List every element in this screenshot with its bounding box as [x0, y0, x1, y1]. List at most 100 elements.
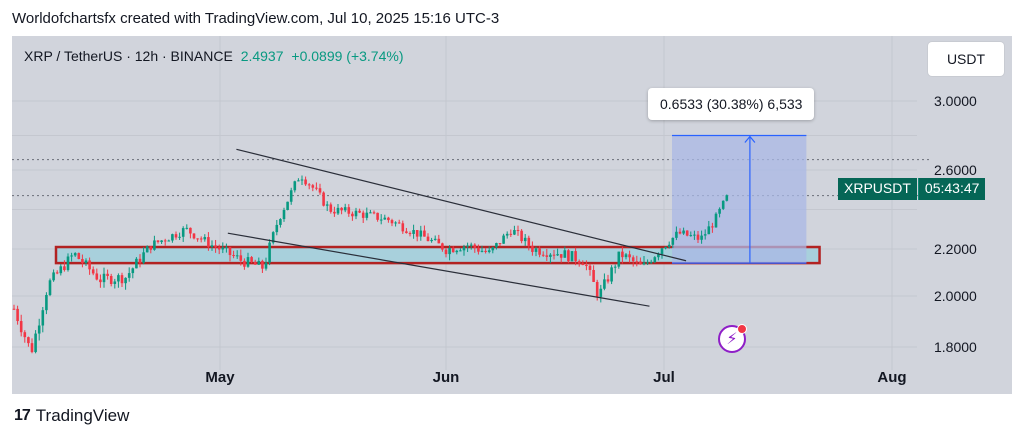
candle-up	[505, 233, 509, 236]
candle-down	[527, 237, 531, 246]
bolt-icon[interactable]: ⚡	[718, 324, 747, 353]
candle-down	[322, 192, 325, 206]
candle-up	[34, 333, 37, 353]
candle-down	[358, 210, 361, 213]
price-chart[interactable]: 3.0000 2.6000 2.2000 2.0000 1.8000 May Jun Jul A…	[12, 36, 1012, 394]
candle-up	[289, 190, 293, 202]
candle-up	[430, 239, 433, 242]
candle-down	[426, 236, 430, 242]
x-tick-label: Jul	[653, 369, 675, 386]
candle-up	[653, 257, 657, 263]
measure-box	[672, 135, 807, 264]
candle-down	[239, 255, 243, 261]
candle-down	[685, 230, 689, 236]
candle-up	[667, 244, 671, 247]
candle-up	[246, 257, 250, 267]
candle-up	[495, 243, 498, 248]
candle-down	[441, 243, 444, 250]
candle-up	[142, 252, 145, 263]
legend-change: +0.0899 (+3.74%)	[291, 48, 404, 64]
candle-up	[534, 248, 538, 252]
notification-dot-icon	[737, 324, 747, 334]
candle-down	[192, 233, 196, 239]
candle-up	[73, 253, 77, 256]
candle-down	[361, 212, 365, 218]
candle-up	[66, 256, 70, 271]
candle-up	[693, 234, 696, 236]
axis-layer: 3.0000 2.6000 2.2000 2.0000 1.8000 May Jun Jul A…	[205, 93, 977, 386]
candle-up	[160, 240, 163, 243]
candle-down	[120, 275, 124, 284]
y-tick-label: 2.6000	[934, 162, 977, 178]
candle-down	[574, 251, 577, 262]
candle-down	[405, 231, 408, 234]
candle-up	[37, 325, 41, 334]
symbol-legend: XRP / TetherUS · 12h · BINANCE 2.4937 +0…	[24, 48, 404, 64]
candle-down	[567, 250, 570, 262]
candle-up	[646, 262, 649, 264]
candle-up	[336, 207, 340, 214]
measure-label: 0.6533 (30.38%) 6,533	[648, 88, 815, 120]
candle-down	[329, 204, 333, 212]
candle-up	[491, 247, 495, 251]
candle-down	[516, 230, 520, 232]
candle-down	[207, 237, 210, 247]
candle-down	[390, 220, 394, 224]
symbol-price-tag: XRPUSDT 05:43:47	[838, 178, 986, 200]
candle-up	[383, 217, 387, 220]
candle-down	[16, 308, 19, 322]
candle-down	[55, 272, 59, 274]
candle-up	[657, 254, 660, 258]
candle-up	[599, 288, 603, 297]
tradingview-logo-icon: 17	[14, 407, 31, 424]
candle-down	[315, 187, 318, 189]
chart-area[interactable]: 3.0000 2.6000 2.2000 2.0000 1.8000 May Jun Jul A…	[12, 36, 1012, 394]
candle-down	[444, 249, 448, 255]
candle-up	[642, 262, 646, 265]
candle-up	[41, 310, 45, 326]
y-tick-label: 3.0000	[934, 93, 977, 109]
candle-down	[577, 261, 581, 264]
candle-down	[639, 261, 642, 265]
candle-up	[124, 277, 127, 284]
candle-down	[509, 233, 513, 235]
candle-down	[109, 275, 113, 284]
candle-up	[279, 219, 282, 225]
candle-up	[419, 230, 423, 237]
candle-up	[343, 207, 347, 211]
candle-up	[300, 179, 304, 181]
candle-down	[498, 243, 502, 245]
candle-up	[466, 245, 469, 247]
chart-header-title: Worldofchartsfx created with TradingView…	[12, 10, 500, 27]
x-tick-label: May	[205, 369, 235, 386]
candle-up	[131, 268, 135, 274]
candle-down	[232, 255, 235, 257]
candle-up	[721, 200, 725, 209]
candle-down	[156, 240, 160, 243]
candle-down	[473, 244, 477, 248]
candle-down	[581, 263, 585, 266]
candle-down	[347, 207, 351, 214]
candle-up	[487, 250, 491, 253]
candle-up	[502, 235, 505, 244]
candle-up	[257, 260, 261, 265]
candle-down	[678, 231, 682, 234]
candle-up	[221, 247, 225, 250]
candle-down	[311, 185, 315, 188]
candle-down	[628, 254, 631, 258]
candle-up	[210, 245, 214, 247]
y-tick-label: 1.8000	[934, 339, 977, 355]
candle-down	[408, 233, 412, 235]
y-tick-label: 2.2000	[934, 241, 977, 257]
candle-up	[297, 180, 300, 182]
candle-up	[671, 237, 675, 245]
currency-button[interactable]: USDT	[928, 42, 1004, 76]
candle-up	[102, 273, 106, 283]
candle-up	[178, 236, 181, 238]
candle-up	[145, 246, 149, 253]
candle-up	[325, 204, 329, 206]
candle-up	[462, 246, 466, 251]
candle-down	[318, 188, 322, 193]
candle-up	[513, 230, 516, 235]
candle-down	[559, 254, 563, 258]
